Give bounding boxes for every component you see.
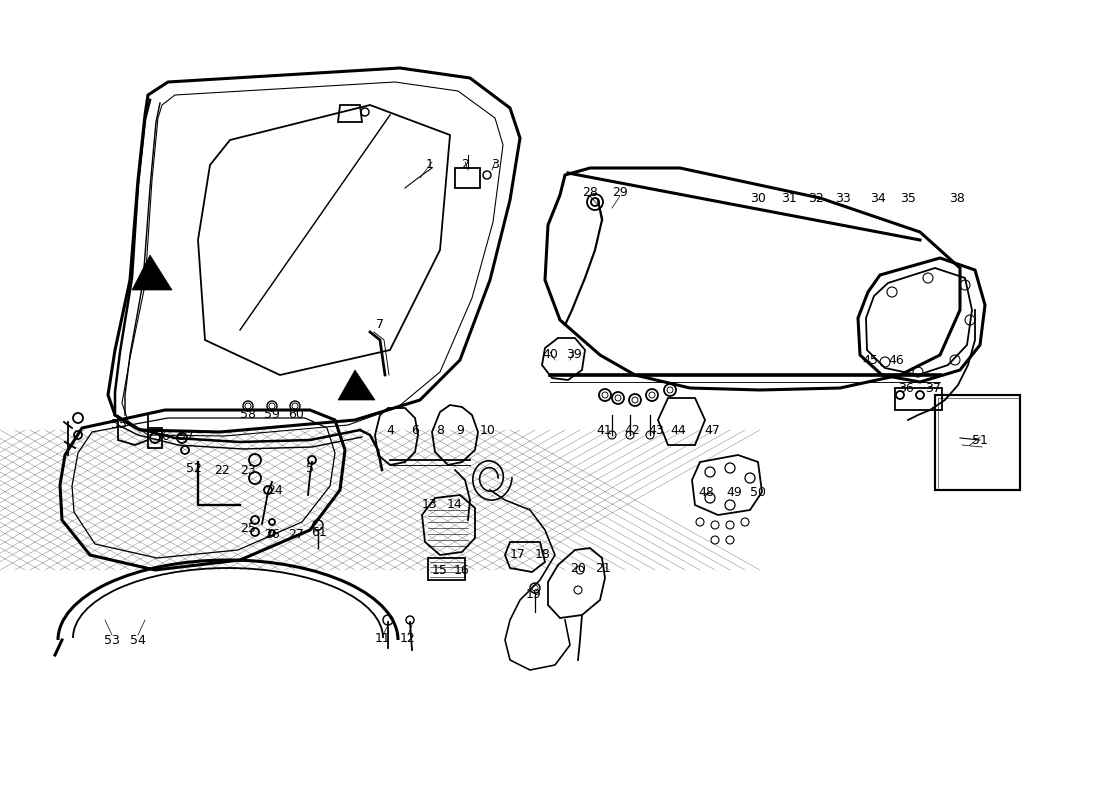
Text: 35: 35 bbox=[900, 191, 916, 205]
Text: 32: 32 bbox=[808, 191, 824, 205]
Text: 47: 47 bbox=[704, 423, 719, 437]
Text: 22: 22 bbox=[214, 463, 230, 477]
Text: 18: 18 bbox=[535, 549, 551, 562]
Text: 17: 17 bbox=[510, 549, 526, 562]
Text: 26: 26 bbox=[264, 529, 279, 542]
Text: 19: 19 bbox=[526, 587, 542, 601]
Text: 11: 11 bbox=[375, 631, 390, 645]
Text: 13: 13 bbox=[422, 498, 438, 511]
Text: 51: 51 bbox=[972, 434, 988, 446]
Text: 31: 31 bbox=[781, 191, 796, 205]
Text: 7: 7 bbox=[376, 318, 384, 331]
Text: 28: 28 bbox=[582, 186, 598, 199]
Text: 16: 16 bbox=[454, 563, 470, 577]
Text: 56: 56 bbox=[154, 430, 169, 443]
Text: 39: 39 bbox=[566, 349, 582, 362]
Text: 49: 49 bbox=[726, 486, 741, 498]
Text: 21: 21 bbox=[595, 562, 610, 574]
Text: 6: 6 bbox=[411, 423, 419, 437]
Text: 34: 34 bbox=[870, 191, 886, 205]
Text: 5: 5 bbox=[306, 462, 313, 474]
Text: 44: 44 bbox=[670, 423, 686, 437]
Text: 20: 20 bbox=[570, 562, 586, 574]
Text: 9: 9 bbox=[456, 423, 464, 437]
Text: 43: 43 bbox=[648, 423, 664, 437]
Text: 12: 12 bbox=[400, 631, 416, 645]
Text: 58: 58 bbox=[240, 407, 256, 421]
Text: 46: 46 bbox=[888, 354, 904, 366]
Text: 54: 54 bbox=[130, 634, 146, 646]
Text: 40: 40 bbox=[542, 349, 558, 362]
Text: 25: 25 bbox=[240, 522, 256, 534]
Text: 41: 41 bbox=[596, 423, 612, 437]
Text: 14: 14 bbox=[447, 498, 463, 511]
Text: 48: 48 bbox=[698, 486, 714, 498]
Text: 61: 61 bbox=[311, 526, 327, 539]
Text: 8: 8 bbox=[436, 423, 444, 437]
Text: 23: 23 bbox=[240, 463, 256, 477]
Polygon shape bbox=[132, 255, 172, 290]
Text: 45: 45 bbox=[862, 354, 878, 366]
Text: 57: 57 bbox=[178, 430, 194, 443]
Text: 37: 37 bbox=[925, 382, 940, 394]
Text: 33: 33 bbox=[835, 191, 851, 205]
Text: 30: 30 bbox=[750, 191, 766, 205]
Text: 29: 29 bbox=[612, 186, 628, 199]
Polygon shape bbox=[338, 370, 375, 400]
Text: 1: 1 bbox=[426, 158, 433, 171]
Text: 4: 4 bbox=[386, 423, 394, 437]
Text: 50: 50 bbox=[750, 486, 766, 498]
Text: 24: 24 bbox=[267, 483, 283, 497]
Text: 60: 60 bbox=[288, 407, 304, 421]
Text: 59: 59 bbox=[264, 407, 279, 421]
Text: 15: 15 bbox=[432, 563, 448, 577]
Text: 53: 53 bbox=[104, 634, 120, 646]
Text: 38: 38 bbox=[949, 191, 965, 205]
Text: 10: 10 bbox=[480, 423, 496, 437]
Text: 42: 42 bbox=[624, 423, 640, 437]
Text: 52: 52 bbox=[186, 462, 202, 474]
Text: 3: 3 bbox=[491, 158, 499, 171]
Text: 2: 2 bbox=[461, 158, 469, 171]
Text: 55: 55 bbox=[111, 418, 126, 431]
Text: 36: 36 bbox=[898, 382, 914, 394]
Text: 27: 27 bbox=[288, 529, 304, 542]
